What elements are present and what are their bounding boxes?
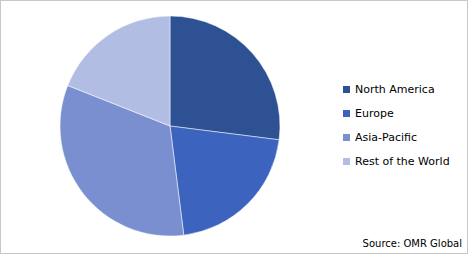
legend-swatch (343, 158, 350, 165)
source-note: Source: OMR Global (363, 238, 462, 249)
legend-label: North America (355, 83, 435, 96)
legend-label: Rest of the World (355, 155, 450, 168)
legend-swatch (343, 86, 350, 93)
legend-swatch (343, 110, 350, 117)
legend-swatch (343, 134, 350, 141)
chart: North America Europe Asia-Pacific Rest of t… (0, 0, 468, 254)
legend-label: Europe (355, 107, 394, 120)
pie (60, 16, 280, 236)
pie-slice (170, 126, 279, 235)
pie-slice (170, 16, 280, 140)
legend-label: Asia-Pacific (355, 131, 417, 144)
legend: North America Europe Asia-Pacific Rest of t… (343, 83, 450, 168)
frame (1, 1, 468, 254)
pie-slice (68, 16, 170, 126)
